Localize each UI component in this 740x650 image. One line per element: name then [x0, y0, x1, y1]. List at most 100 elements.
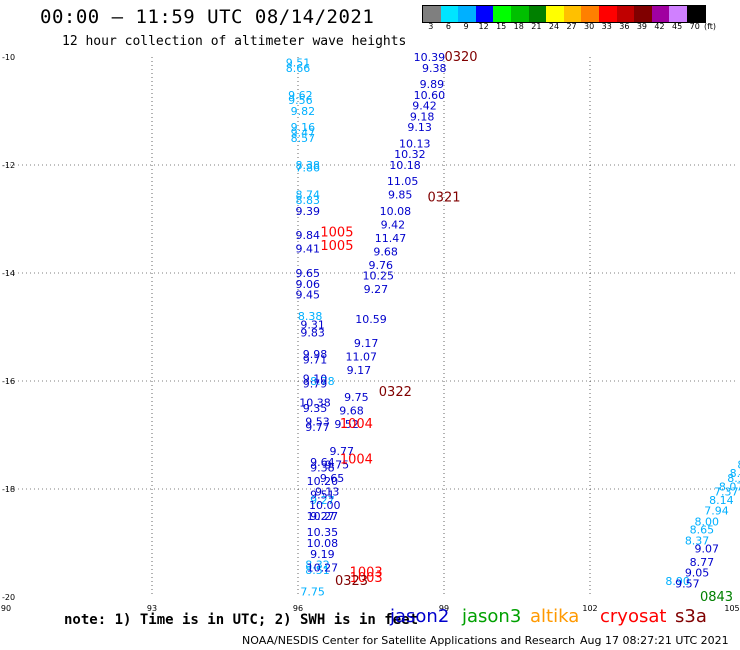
wave-height-label: 8.77	[690, 556, 715, 569]
wave-height-label: 9.68	[339, 405, 364, 418]
color-scale-label: 30	[584, 22, 595, 31]
wave-height-label: 10.27	[307, 561, 339, 574]
wave-height-label: 9.76	[368, 259, 393, 272]
wave-height-label: 9.27	[310, 510, 335, 523]
wave-height-label: 0320	[444, 50, 477, 65]
color-swatch	[475, 6, 494, 22]
wave-height-label: 1004	[340, 452, 373, 467]
wave-height-label: 9.65	[320, 472, 345, 485]
wave-height-label: 10.59	[355, 313, 387, 326]
color-swatch	[686, 6, 705, 22]
footer-timestamp: Aug 17 08:27:21 UTC 2021	[580, 634, 729, 647]
wave-height-label: 9.64	[310, 456, 335, 469]
chart-subtitle: 12 hour collection of altimeter wave hei…	[62, 34, 407, 49]
wave-height-label: 9.79	[303, 378, 328, 391]
wave-height-label: 8.37	[685, 534, 710, 547]
wave-height-label: 9.56	[288, 94, 313, 107]
wave-height-label: 0322	[379, 385, 412, 400]
footer-note: note: 1) Time is in UTC; 2) SWH is in fe…	[64, 612, 419, 628]
color-swatch	[563, 6, 582, 22]
wave-height-label: 0321	[427, 190, 460, 205]
wave-height-label: 10.18	[389, 159, 421, 172]
wave-height-label: 8.38	[298, 310, 323, 323]
x-tick-label: 93	[147, 604, 157, 613]
color-swatch	[581, 6, 599, 22]
color-scale-unit: (ft)	[704, 22, 717, 31]
color-swatch	[669, 6, 687, 22]
satellite-altika: altika	[530, 606, 580, 627]
wave-height-label: 0843	[700, 590, 733, 605]
wave-height-label: 8.07	[719, 480, 740, 493]
wave-height-label: 8.00	[695, 515, 720, 528]
wave-height-label: 7.75	[300, 586, 325, 599]
wave-height-label: 9.77	[305, 421, 330, 434]
wave-height-label: 10.35	[307, 526, 339, 539]
color-scale-bar	[422, 5, 706, 23]
wave-height-label: 9.47	[291, 127, 316, 140]
satellite-cryosat: cryosat	[600, 606, 667, 627]
wave-height-label: 1004	[340, 417, 373, 432]
color-swatch	[546, 6, 564, 22]
wave-height-label: 9.84	[295, 229, 320, 242]
wave-height-label: 1005	[320, 239, 353, 254]
wave-height-label: 10.60	[414, 89, 446, 102]
wave-height-label: 8.3	[727, 472, 740, 485]
wave-height-label: 8.78	[310, 375, 335, 388]
wave-height-label: 11.07	[346, 351, 378, 364]
wave-height-label: 7.37	[714, 486, 739, 499]
x-tick-label: 99	[439, 604, 449, 613]
wave-height-label: 10.32	[394, 148, 426, 161]
wave-height-label: 10.08	[307, 537, 339, 550]
wave-height-label: 9.16	[291, 121, 316, 134]
wave-height-label: 11.47	[375, 232, 407, 245]
color-swatch	[458, 6, 476, 22]
x-tick-label: 90	[1, 604, 11, 613]
color-scale-label: 24	[548, 22, 560, 31]
color-scale-label: 9	[463, 22, 469, 31]
wave-height-label: 11.05	[387, 175, 419, 188]
wave-height-label: 1005	[320, 226, 353, 241]
wave-height-label: 9.10	[303, 372, 328, 385]
y-tick-label: -14	[2, 269, 15, 278]
x-tick-label: 102	[582, 604, 597, 613]
wave-height-label: 10.38	[299, 397, 331, 410]
wave-height-label: 10.00	[309, 499, 341, 512]
color-scale-label: 45	[672, 22, 683, 31]
color-scale-label: 27	[566, 22, 577, 31]
y-tick-label: -16	[2, 377, 15, 386]
wave-height-label: 9.77	[330, 445, 355, 458]
color-swatch	[634, 6, 652, 22]
y-tick-label: -18	[2, 485, 15, 494]
color-scale-label: 42	[654, 22, 665, 31]
footer-credit: NOAA/NESDIS Center for Satellite Applica…	[242, 634, 576, 647]
wave-height-label: 9.17	[347, 364, 372, 377]
wave-height-label: 9.85	[388, 189, 413, 202]
wave-height-label: 9.35	[303, 402, 328, 415]
wave-height-label: 8.14	[709, 494, 734, 507]
color-scale-label: 36	[619, 22, 630, 31]
satellite-jason2: jason2	[390, 606, 450, 627]
wave-height-label: 9.51	[286, 56, 311, 69]
wave-height-label: 9.83	[300, 326, 325, 339]
color-swatch	[440, 6, 459, 22]
wave-height-label: 10.08	[380, 205, 412, 218]
color-scale-label: 70	[689, 22, 700, 31]
wave-height-label: 8.57	[291, 132, 316, 145]
color-swatch	[598, 6, 617, 22]
wave-height-label: 1003	[350, 571, 383, 586]
wave-height-label: 9.45	[295, 289, 320, 302]
wave-height-label: 9.98	[303, 348, 328, 361]
wave-height-label: 10.20	[307, 475, 339, 488]
wave-height-label: 9.71	[303, 353, 328, 366]
color-swatch	[651, 6, 670, 22]
wave-height-label: 9.82	[291, 105, 316, 118]
wave-height-label: 9.62	[288, 89, 313, 102]
wave-height-label: 9.57	[675, 578, 700, 591]
wave-height-label: 9.31	[300, 318, 325, 331]
wave-height-label: 9.89	[420, 78, 445, 91]
color-swatch	[510, 6, 529, 22]
wave-height-label: 8	[737, 459, 740, 472]
y-tick-label: -10	[2, 53, 15, 62]
wave-height-label: 9.68	[373, 245, 398, 258]
